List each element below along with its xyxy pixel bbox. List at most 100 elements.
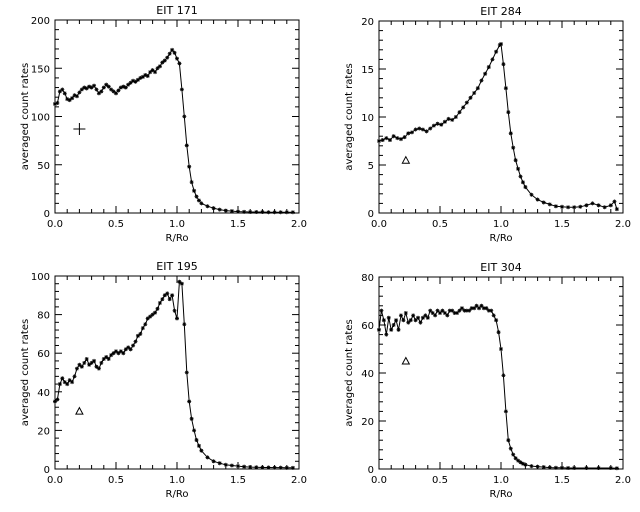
- x-axis-label: R/Ro: [166, 233, 189, 244]
- data-point: [529, 464, 534, 469]
- data-point: [423, 313, 428, 318]
- data-point: [104, 82, 109, 87]
- data-point: [211, 206, 216, 211]
- triangle-marker: [401, 155, 411, 164]
- data-point: [272, 465, 277, 470]
- data-point: [82, 360, 87, 365]
- y-tick-label: 0: [44, 465, 50, 476]
- data-point: [65, 97, 70, 102]
- data-point: [602, 205, 607, 210]
- x-tick-label: 0.5: [108, 219, 124, 230]
- data-point: [135, 333, 140, 338]
- data-point: [506, 110, 511, 115]
- data-point: [486, 65, 491, 70]
- data-point: [179, 87, 184, 92]
- data-point: [162, 58, 167, 63]
- data-point: [438, 311, 442, 315]
- data-point: [379, 308, 384, 313]
- data-point: [92, 358, 97, 363]
- data-point: [566, 466, 571, 471]
- data-point: [179, 281, 184, 286]
- data-point: [62, 380, 67, 385]
- data-point: [170, 293, 175, 298]
- chart-title: EIT 195: [156, 260, 197, 273]
- data-point: [99, 89, 104, 94]
- data-point: [278, 210, 283, 215]
- chart-panel: EIT 284 0.0 0.5 1.0 1.5 2.0 R/Ro 0 5 10 15 20 averag…: [344, 5, 631, 244]
- data-point: [148, 70, 153, 75]
- data-point: [452, 311, 457, 315]
- y-tick-label: 80: [361, 273, 374, 284]
- data-point: [491, 313, 496, 318]
- data-point: [467, 308, 472, 313]
- data-point: [486, 308, 491, 313]
- data-point: [496, 330, 501, 335]
- data-point: [284, 210, 289, 215]
- data-point: [572, 205, 577, 210]
- data-point: [462, 308, 467, 313]
- data-point: [155, 306, 160, 311]
- data-point: [523, 462, 528, 467]
- data-point: [608, 466, 613, 471]
- data-point: [541, 200, 546, 205]
- x-tick-label: 1.5: [230, 475, 246, 486]
- data-point: [428, 308, 433, 313]
- data-point: [182, 322, 187, 327]
- data-point: [109, 353, 114, 358]
- chart-panel: EIT 171 0.0 0.5 1.0 1.5 2.0 R/Ro 0 50 100 150 200 av…: [20, 4, 307, 244]
- data-point: [211, 459, 216, 464]
- data-point: [516, 458, 521, 463]
- data-point: [138, 75, 143, 80]
- data-point: [94, 364, 99, 369]
- data-point: [547, 202, 552, 207]
- data-point: [508, 446, 513, 451]
- data-point: [457, 110, 462, 115]
- triangle-marker: [401, 356, 411, 365]
- data-point: [566, 205, 571, 210]
- x-tick-label: 0.5: [108, 475, 124, 486]
- data-point: [236, 209, 240, 214]
- data-point: [608, 203, 613, 208]
- data-point: [140, 74, 145, 79]
- data-point: [384, 136, 389, 141]
- data-point: [431, 123, 436, 128]
- data-point: [560, 465, 564, 470]
- y-tick-label: 80: [37, 311, 50, 322]
- data-point: [67, 378, 72, 383]
- data-point: [508, 131, 513, 136]
- data-point: [403, 311, 408, 315]
- data-point: [65, 382, 70, 387]
- data-point: [490, 57, 495, 62]
- data-point: [290, 210, 295, 215]
- data-point: [472, 91, 477, 95]
- data-point: [442, 311, 447, 315]
- data-point: [446, 116, 451, 121]
- data-point: [377, 139, 381, 143]
- data-point: [260, 465, 265, 470]
- data-point: [196, 198, 201, 203]
- y-tick-label: 0: [368, 209, 374, 220]
- data-point: [160, 297, 165, 302]
- y-tick-label: 50: [37, 161, 50, 172]
- data-point: [148, 314, 153, 319]
- data-point: [433, 313, 438, 318]
- data-point: [402, 135, 407, 140]
- y-tick-label: 200: [31, 16, 50, 27]
- data-point: [468, 95, 473, 100]
- data-point: [290, 465, 295, 470]
- series-line: [54, 49, 293, 213]
- data-point: [464, 100, 469, 105]
- plot-frame: [54, 275, 300, 470]
- data-point: [401, 318, 406, 323]
- data-point: [87, 84, 92, 89]
- data-point: [614, 466, 619, 471]
- data-point: [177, 61, 182, 66]
- data-point: [418, 320, 423, 325]
- data-point: [140, 326, 145, 331]
- data-point: [248, 210, 253, 215]
- data-point: [396, 327, 401, 332]
- data-point: [242, 464, 247, 469]
- y-tick-label: 20: [37, 426, 50, 437]
- data-point: [106, 356, 111, 361]
- data-point: [386, 315, 391, 320]
